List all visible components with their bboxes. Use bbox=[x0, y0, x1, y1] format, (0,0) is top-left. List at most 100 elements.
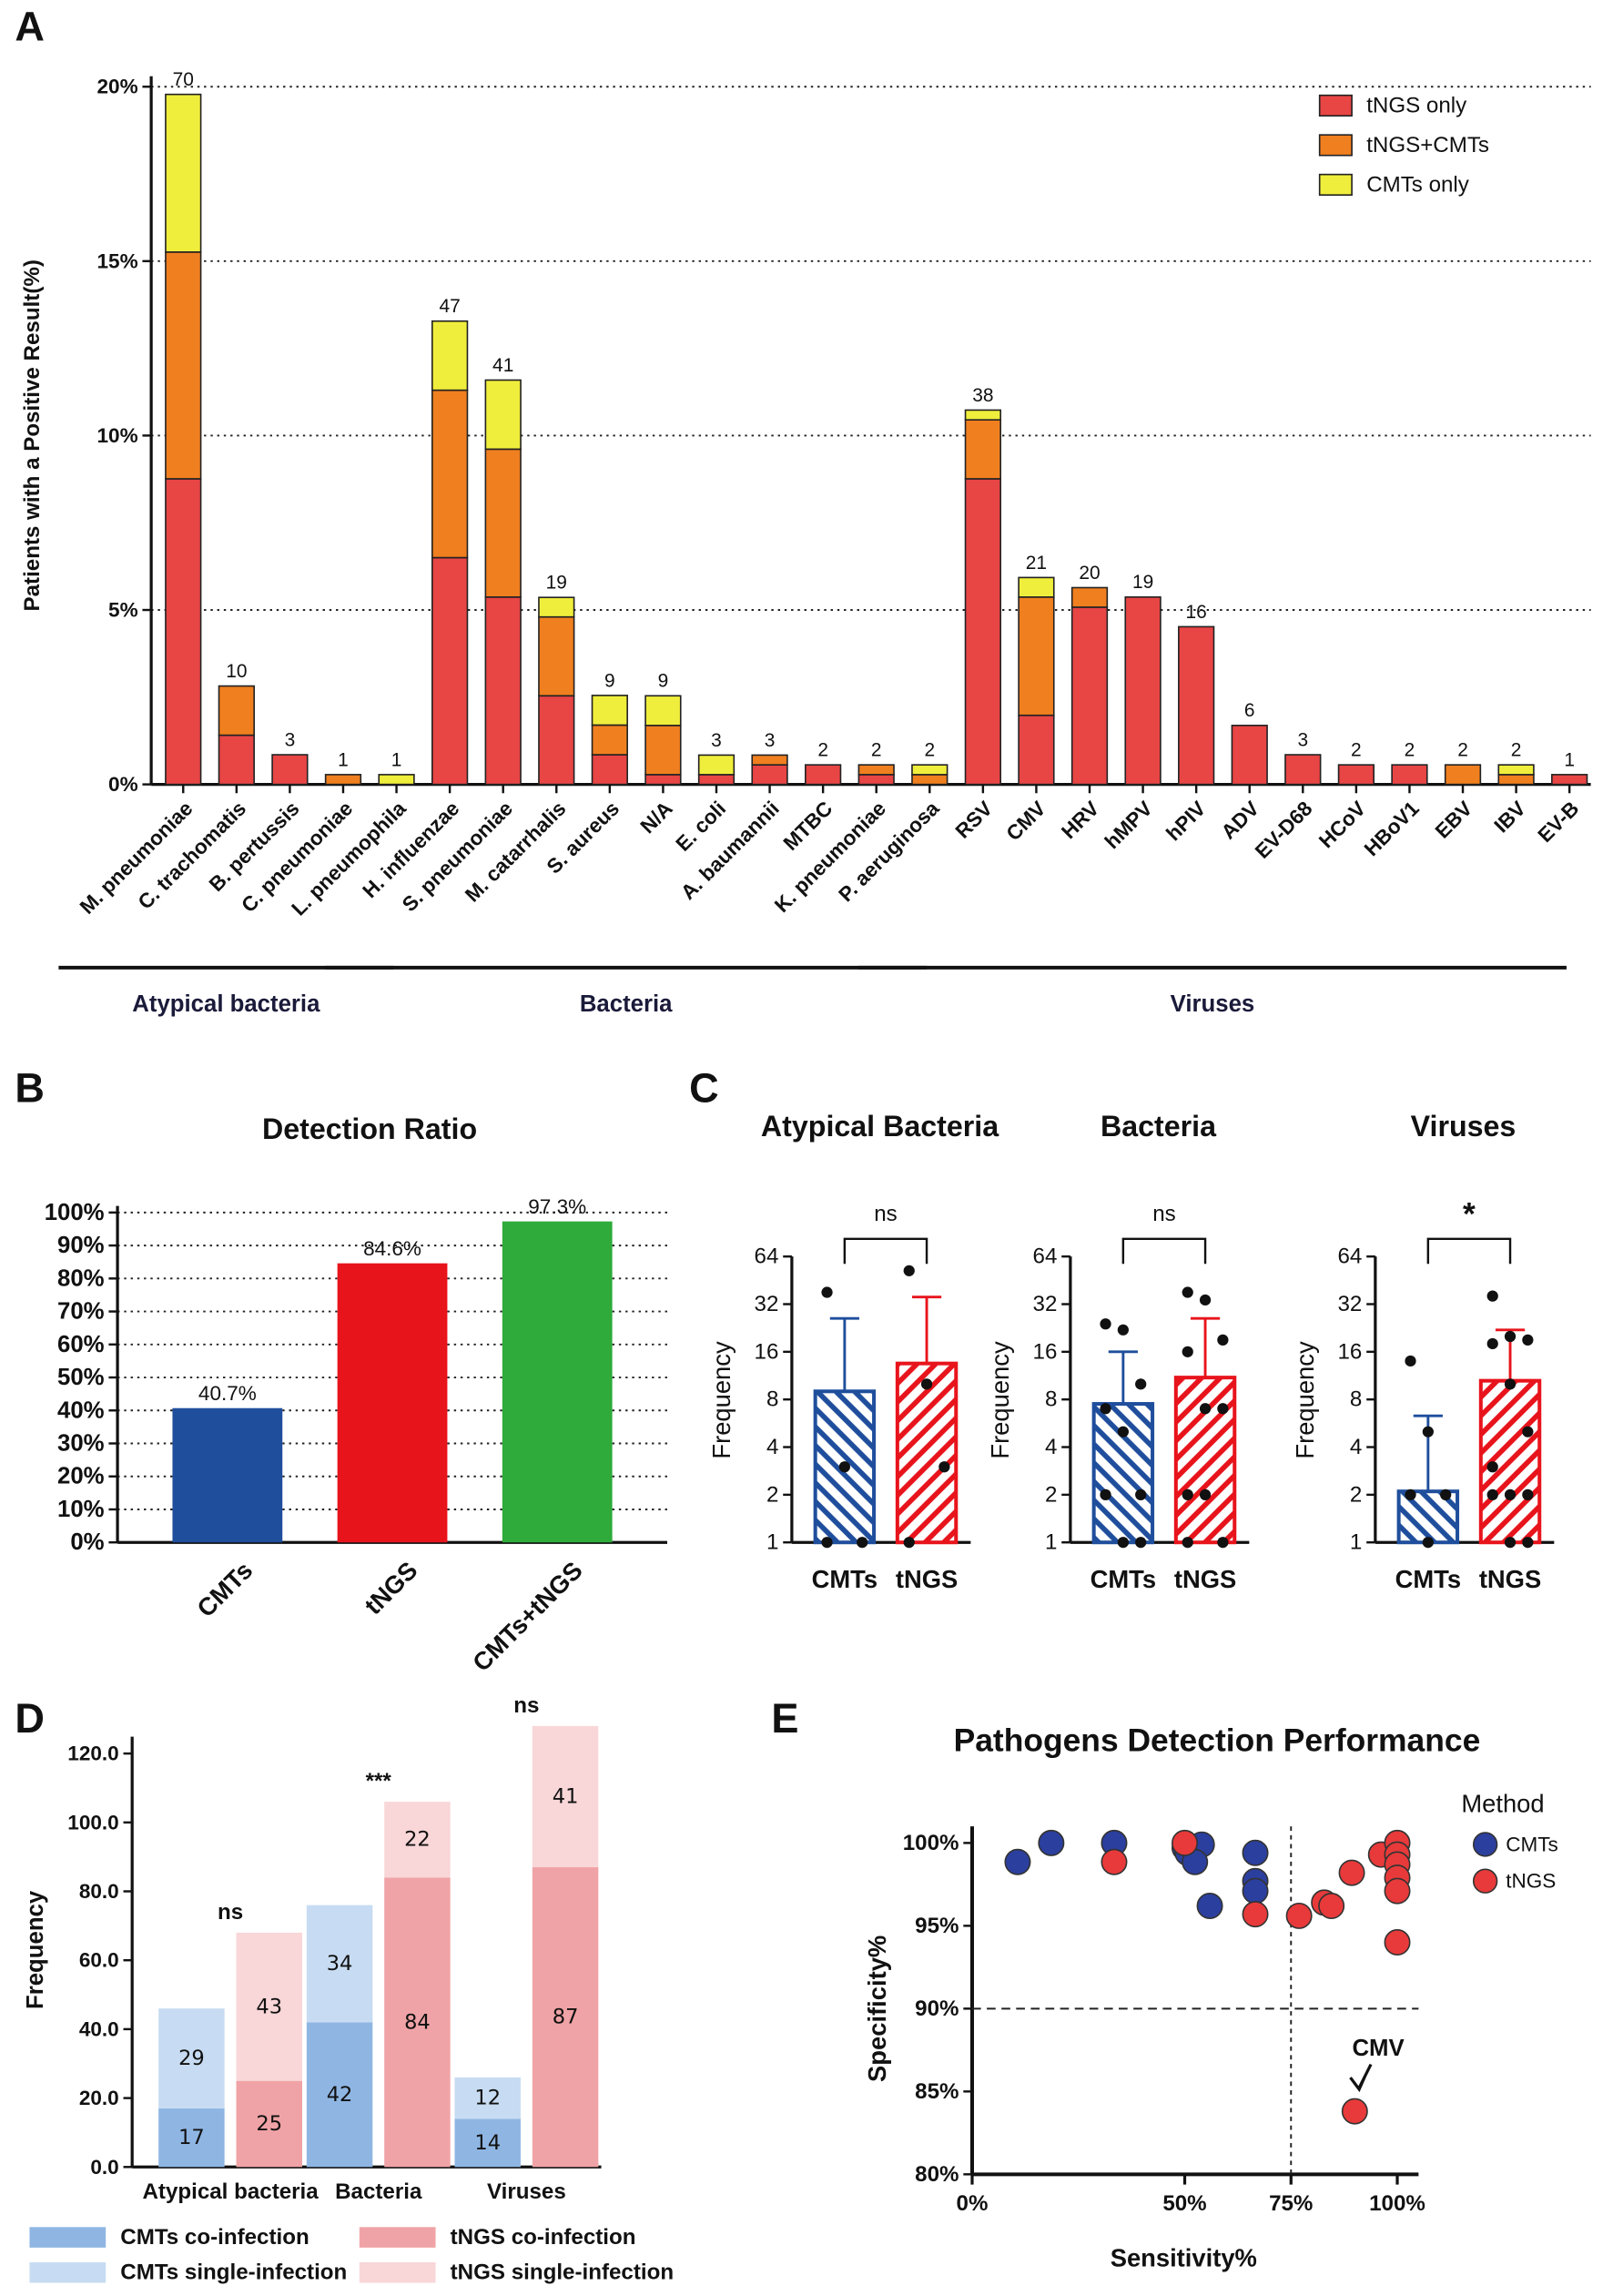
y-tick-label: 100.0 bbox=[67, 1811, 118, 1834]
data-point bbox=[1504, 1378, 1517, 1390]
segment-label: 22 bbox=[404, 1828, 431, 1852]
total-label: 16 bbox=[1186, 602, 1207, 623]
bar bbox=[337, 1263, 448, 1543]
bar-segment bbox=[751, 764, 788, 786]
bar-segment bbox=[218, 685, 255, 737]
x-tick-label: Atypical bacteria bbox=[142, 2179, 319, 2204]
chart-title: Detection Ratio bbox=[262, 1112, 477, 1145]
data-point bbox=[1117, 1426, 1129, 1438]
total-label: 3 bbox=[765, 730, 776, 751]
bar-segment bbox=[271, 754, 309, 786]
total-label: 2 bbox=[1351, 740, 1362, 761]
bar-segment bbox=[454, 2077, 521, 2119]
bar-segment bbox=[964, 478, 1001, 786]
x-tick-label: tNGS bbox=[1174, 1565, 1236, 1593]
y-axis-label: Frequency bbox=[986, 1341, 1014, 1459]
segment-label: 14 bbox=[474, 2131, 501, 2155]
x-tick-label: CMTs+tNGS bbox=[467, 1556, 588, 1677]
significance-label: *** bbox=[366, 1769, 392, 1793]
bar-segment bbox=[1070, 586, 1109, 608]
legend-marker bbox=[1472, 1868, 1498, 1894]
y-axis-label: Frequency bbox=[1291, 1341, 1319, 1459]
data-point bbox=[1318, 1893, 1345, 1920]
bar-segment bbox=[1497, 774, 1535, 786]
total-label: 21 bbox=[1026, 553, 1047, 574]
y-tick-label: 60% bbox=[57, 1332, 105, 1357]
data-point bbox=[1217, 1334, 1229, 1346]
data-point bbox=[1038, 1829, 1065, 1856]
bar bbox=[1091, 1402, 1155, 1545]
group-label: Bacteria bbox=[580, 991, 673, 1017]
data-point bbox=[1242, 1877, 1269, 1905]
bar-segment bbox=[454, 2118, 521, 2168]
data-point bbox=[1285, 1902, 1313, 1929]
panel-letter: D bbox=[15, 1695, 45, 1742]
y-tick-label: 80.0 bbox=[79, 1880, 119, 1903]
data-point bbox=[1422, 1537, 1434, 1549]
y-tick-label: 1 bbox=[1045, 1530, 1057, 1555]
legend-swatch bbox=[1318, 173, 1353, 196]
data-point bbox=[1100, 1318, 1111, 1330]
bar-segment bbox=[1551, 774, 1588, 786]
data-point bbox=[1100, 1488, 1111, 1500]
annotation: CMV bbox=[1352, 2036, 1404, 2061]
data-point bbox=[857, 1537, 868, 1549]
segment-label: 34 bbox=[327, 1952, 353, 1976]
data-point bbox=[1196, 1893, 1223, 1920]
bar-segment bbox=[1284, 754, 1322, 786]
data-point bbox=[1486, 1290, 1498, 1302]
segment-label: 25 bbox=[256, 2112, 282, 2136]
data-point bbox=[903, 1265, 915, 1276]
bar-segment bbox=[1391, 764, 1428, 786]
data-point bbox=[1135, 1488, 1147, 1500]
total-label: 2 bbox=[871, 740, 882, 761]
legend-swatch bbox=[359, 2261, 436, 2283]
data-point bbox=[1135, 1378, 1147, 1390]
legend-label: tNGS single-infection bbox=[451, 2260, 674, 2285]
y-tick-label: 85% bbox=[915, 2079, 959, 2104]
x-tick-label: 0% bbox=[957, 2191, 989, 2216]
y-tick-label: 64 bbox=[1033, 1245, 1058, 1269]
bar-segment bbox=[1124, 596, 1162, 786]
data-point bbox=[1242, 1901, 1269, 1928]
y-tick-label: 0.0 bbox=[90, 2156, 118, 2179]
panel-letter: E bbox=[771, 1695, 798, 1742]
panel-letter: C bbox=[689, 1064, 719, 1111]
bar-segment bbox=[1018, 596, 1055, 716]
data-point bbox=[1341, 2098, 1368, 2125]
data-point bbox=[920, 1378, 933, 1390]
x-tick-label: Viruses bbox=[487, 2179, 566, 2204]
y-tick-label: 64 bbox=[1338, 1245, 1363, 1269]
bar-segment bbox=[644, 774, 682, 786]
data-point bbox=[938, 1461, 950, 1473]
data-point bbox=[1422, 1426, 1434, 1438]
y-tick-label: 80% bbox=[57, 1265, 105, 1291]
data-point bbox=[1504, 1488, 1517, 1500]
chart-title: Viruses bbox=[1411, 1110, 1517, 1143]
data-point bbox=[1384, 1877, 1411, 1905]
bar-segment bbox=[911, 764, 949, 776]
y-axis-label: Specificity% bbox=[863, 1935, 891, 2082]
x-tick-label: RSV bbox=[951, 797, 997, 842]
y-tick-label: 20.0 bbox=[79, 2087, 119, 2109]
x-tick-label: tNGS bbox=[896, 1565, 958, 1593]
y-tick-label: 100% bbox=[903, 1831, 959, 1855]
significance-label: ns bbox=[1152, 1202, 1176, 1226]
bar-segment bbox=[538, 695, 575, 786]
legend-swatch bbox=[1318, 134, 1353, 157]
y-tick-label: 32 bbox=[755, 1292, 779, 1316]
legend-marker bbox=[1472, 1832, 1498, 1857]
y-tick-label: 8 bbox=[1045, 1387, 1057, 1412]
significance-label: * bbox=[1463, 1195, 1476, 1232]
annotation-arrow bbox=[1349, 2063, 1373, 2093]
segment-label: 41 bbox=[553, 1784, 579, 1808]
data-point bbox=[903, 1537, 915, 1549]
legend-label: tNGS co-infection bbox=[451, 2225, 636, 2250]
total-label: 2 bbox=[1405, 740, 1415, 761]
x-tick-label: CMTs bbox=[812, 1565, 878, 1593]
data-point bbox=[1004, 1848, 1031, 1875]
data-point bbox=[1504, 1537, 1517, 1549]
bar-segment bbox=[1018, 714, 1055, 786]
bar-segment bbox=[484, 448, 522, 598]
data-point bbox=[838, 1461, 850, 1473]
